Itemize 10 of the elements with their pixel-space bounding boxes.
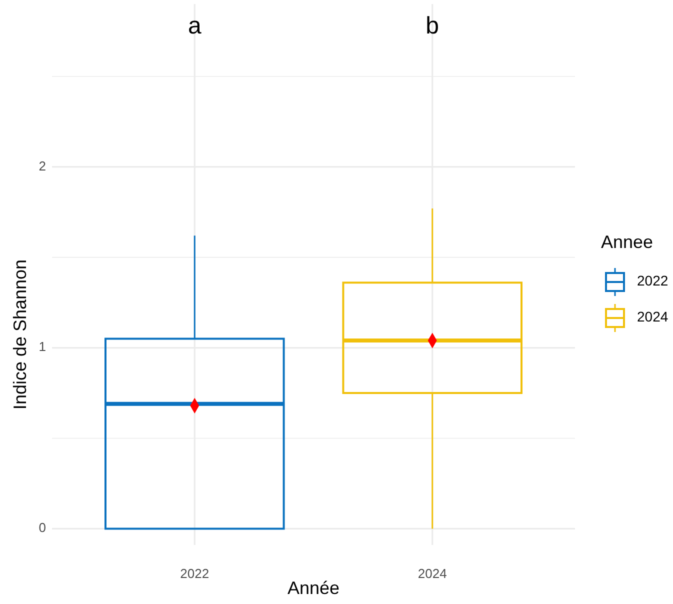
annotation: b xyxy=(426,12,440,40)
y-axis-title: Indice de Shannon xyxy=(10,259,30,410)
legend-title: Annee xyxy=(601,232,654,252)
legend-label: 2024 xyxy=(637,308,668,325)
y-tick-label: 0 xyxy=(38,520,46,536)
y-tick-label: 1 xyxy=(38,339,46,354)
annotation: a xyxy=(188,12,202,40)
y-tick-label: 2 xyxy=(38,158,46,174)
legend-label: 2022 xyxy=(637,272,668,289)
x-axis-title: Année xyxy=(287,578,340,598)
